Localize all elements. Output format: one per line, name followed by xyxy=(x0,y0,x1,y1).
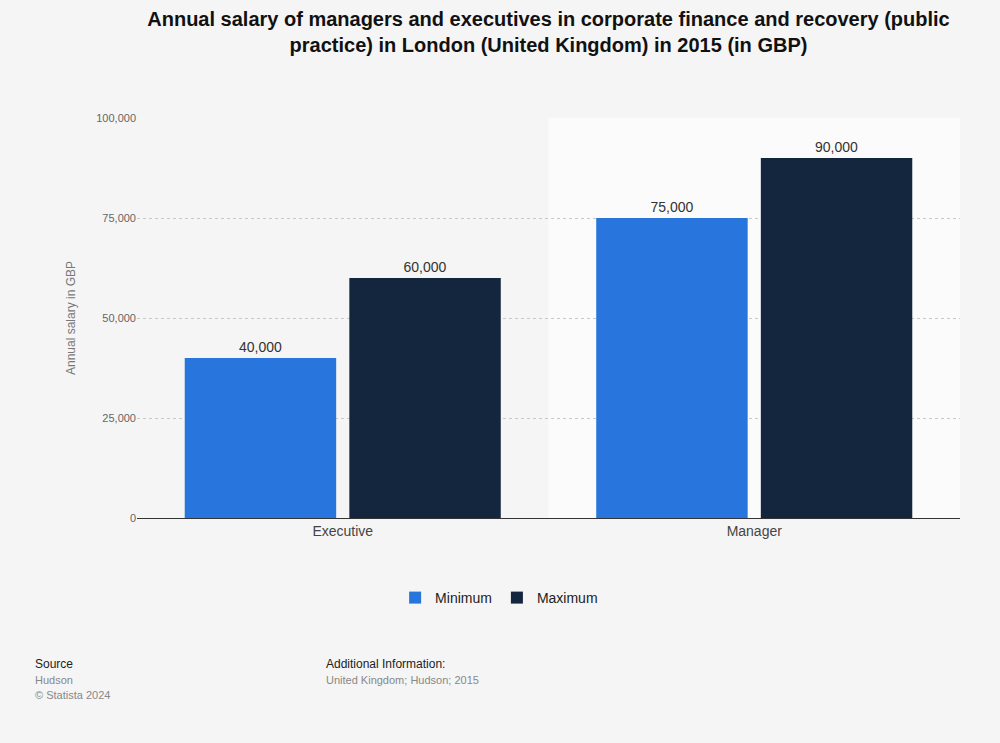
svg-text:Annual salary in GBP: Annual salary in GBP xyxy=(64,261,78,375)
svg-text:Executive: Executive xyxy=(312,523,373,539)
svg-text:Hudson: Hudson xyxy=(35,674,73,686)
svg-text:United Kingdom; Hudson; 2015: United Kingdom; Hudson; 2015 xyxy=(326,674,479,686)
svg-text:60,000: 60,000 xyxy=(404,259,447,275)
svg-text:© Statista 2024: © Statista 2024 xyxy=(35,689,110,701)
svg-text:50,000: 50,000 xyxy=(102,312,136,324)
svg-text:Manager: Manager xyxy=(727,523,783,539)
svg-text:Annual salary of managers and: Annual salary of managers and executives… xyxy=(147,8,950,56)
svg-text:Maximum: Maximum xyxy=(537,590,598,606)
svg-text:100,000: 100,000 xyxy=(96,112,136,124)
svg-text:40,000: 40,000 xyxy=(239,339,282,355)
svg-text:Additional Information:: Additional Information: xyxy=(326,657,445,671)
svg-text:75,000: 75,000 xyxy=(650,199,693,215)
svg-text:25,000: 25,000 xyxy=(102,412,136,424)
svg-text:Minimum: Minimum xyxy=(435,590,492,606)
svg-text:0: 0 xyxy=(130,512,136,524)
svg-text:75,000: 75,000 xyxy=(102,212,136,224)
svg-text:90,000: 90,000 xyxy=(815,139,858,155)
svg-text:Source: Source xyxy=(35,657,73,671)
